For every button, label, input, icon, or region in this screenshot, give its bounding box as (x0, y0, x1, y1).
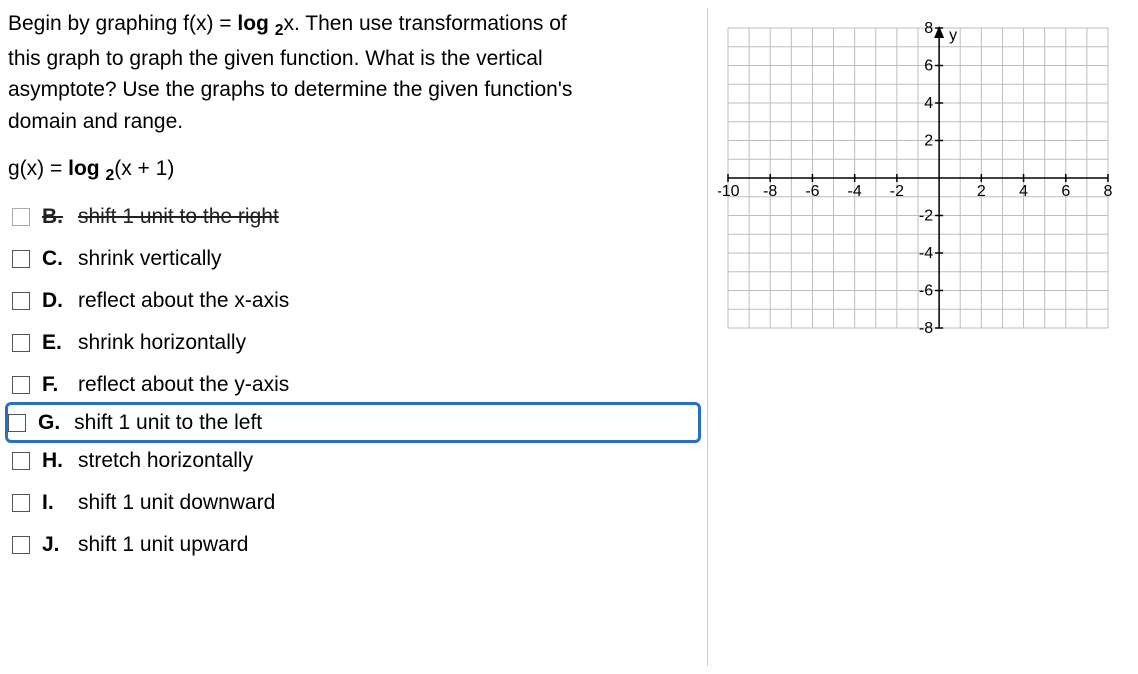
svg-text:-4: -4 (919, 245, 933, 262)
svg-text:2: 2 (924, 133, 933, 150)
option-letter: J. (42, 533, 64, 557)
option-row[interactable]: B. shift 1 unit to the right (8, 196, 697, 238)
option-row[interactable]: I. shift 1 unit downward (8, 482, 697, 524)
graph-panel: -10 -8 -6 -4 -2 2 4 6 8 8 6 4 2 -2 -4 -6 -8 y (708, 8, 1130, 666)
q-line4: domain and range. (8, 110, 183, 133)
checkbox-icon[interactable] (12, 208, 30, 226)
option-letter: D. (42, 289, 64, 313)
option-row[interactable]: C. shrink vertically (8, 238, 697, 280)
q-line1-post: x. Then use transformations of (284, 12, 567, 35)
q-line1-pre: Begin by graphing f(x) = (8, 12, 237, 35)
checkbox-icon[interactable] (8, 414, 26, 432)
eq-sub: 2 (105, 168, 114, 185)
question-panel: Begin by graphing f(x) = log 2x. Then us… (8, 8, 708, 666)
svg-text:-4: -4 (848, 183, 862, 200)
svg-text:-8: -8 (763, 183, 777, 200)
svg-text:8: 8 (924, 20, 933, 37)
option-letter: H. (42, 449, 64, 473)
option-text: shift 1 unit to the right (78, 205, 693, 229)
option-row[interactable]: J. shift 1 unit upward (8, 524, 697, 566)
svg-text:6: 6 (1061, 183, 1070, 200)
svg-text:-2: -2 (919, 208, 933, 225)
option-row[interactable]: H. stretch horizontally (8, 440, 697, 482)
option-text: reflect about the x-axis (78, 289, 693, 313)
eq-pre: g(x) = (8, 157, 68, 180)
checkbox-icon[interactable] (12, 494, 30, 512)
svg-text:-10: -10 (718, 183, 740, 200)
equation: g(x) = log 2(x + 1) (8, 157, 697, 185)
option-letter: G. (38, 411, 60, 435)
option-row[interactable]: D. reflect about the x-axis (8, 280, 697, 322)
options-list: B. shift 1 unit to the right C. shrink vert… (8, 196, 697, 566)
checkbox-icon[interactable] (12, 376, 30, 394)
option-text: shift 1 unit to the left (74, 411, 697, 435)
svg-text:-2: -2 (890, 183, 904, 200)
svg-text:-6: -6 (805, 183, 819, 200)
svg-text:4: 4 (924, 95, 933, 112)
checkbox-icon[interactable] (12, 334, 30, 352)
checkbox-icon[interactable] (12, 536, 30, 554)
checkbox-icon[interactable] (12, 250, 30, 268)
option-text: shift 1 unit upward (78, 533, 693, 557)
option-letter: C. (42, 247, 64, 271)
q-line1-sub: 2 (275, 22, 284, 39)
svg-text:4: 4 (1019, 183, 1028, 200)
option-letter: B. (42, 205, 64, 229)
svg-text:y: y (949, 27, 957, 44)
svg-text:6: 6 (924, 58, 933, 75)
question-text: Begin by graphing f(x) = log 2x. Then us… (8, 8, 697, 137)
option-text: reflect about the y-axis (78, 373, 693, 397)
coordinate-graph: -10 -8 -6 -4 -2 2 4 6 8 8 6 4 2 -2 -4 -6 -8 y (718, 18, 1118, 338)
option-text: shrink vertically (78, 247, 693, 271)
option-text: stretch horizontally (78, 449, 693, 473)
svg-text:8: 8 (1104, 183, 1113, 200)
q-line1-func: log (237, 12, 269, 35)
option-letter: E. (42, 331, 64, 355)
q-line3: asymptote? Use the graphs to determine t… (8, 78, 572, 101)
svg-text:-6: -6 (919, 283, 933, 300)
svg-text:-8: -8 (919, 320, 933, 337)
option-row[interactable]: E. shrink horizontally (8, 322, 697, 364)
eq-post: (x + 1) (114, 157, 174, 180)
checkbox-icon[interactable] (12, 292, 30, 310)
option-text: shift 1 unit downward (78, 491, 693, 515)
q-line2: this graph to graph the given function. … (8, 47, 543, 70)
option-row[interactable]: F. reflect about the y-axis (8, 364, 697, 406)
checkbox-icon[interactable] (12, 452, 30, 470)
option-letter: I. (42, 491, 64, 515)
option-row[interactable]: G. shift 1 unit to the left (5, 402, 701, 443)
eq-func: log (68, 157, 100, 180)
option-text: shrink horizontally (78, 331, 693, 355)
option-letter: F. (42, 373, 64, 397)
svg-text:2: 2 (977, 183, 986, 200)
